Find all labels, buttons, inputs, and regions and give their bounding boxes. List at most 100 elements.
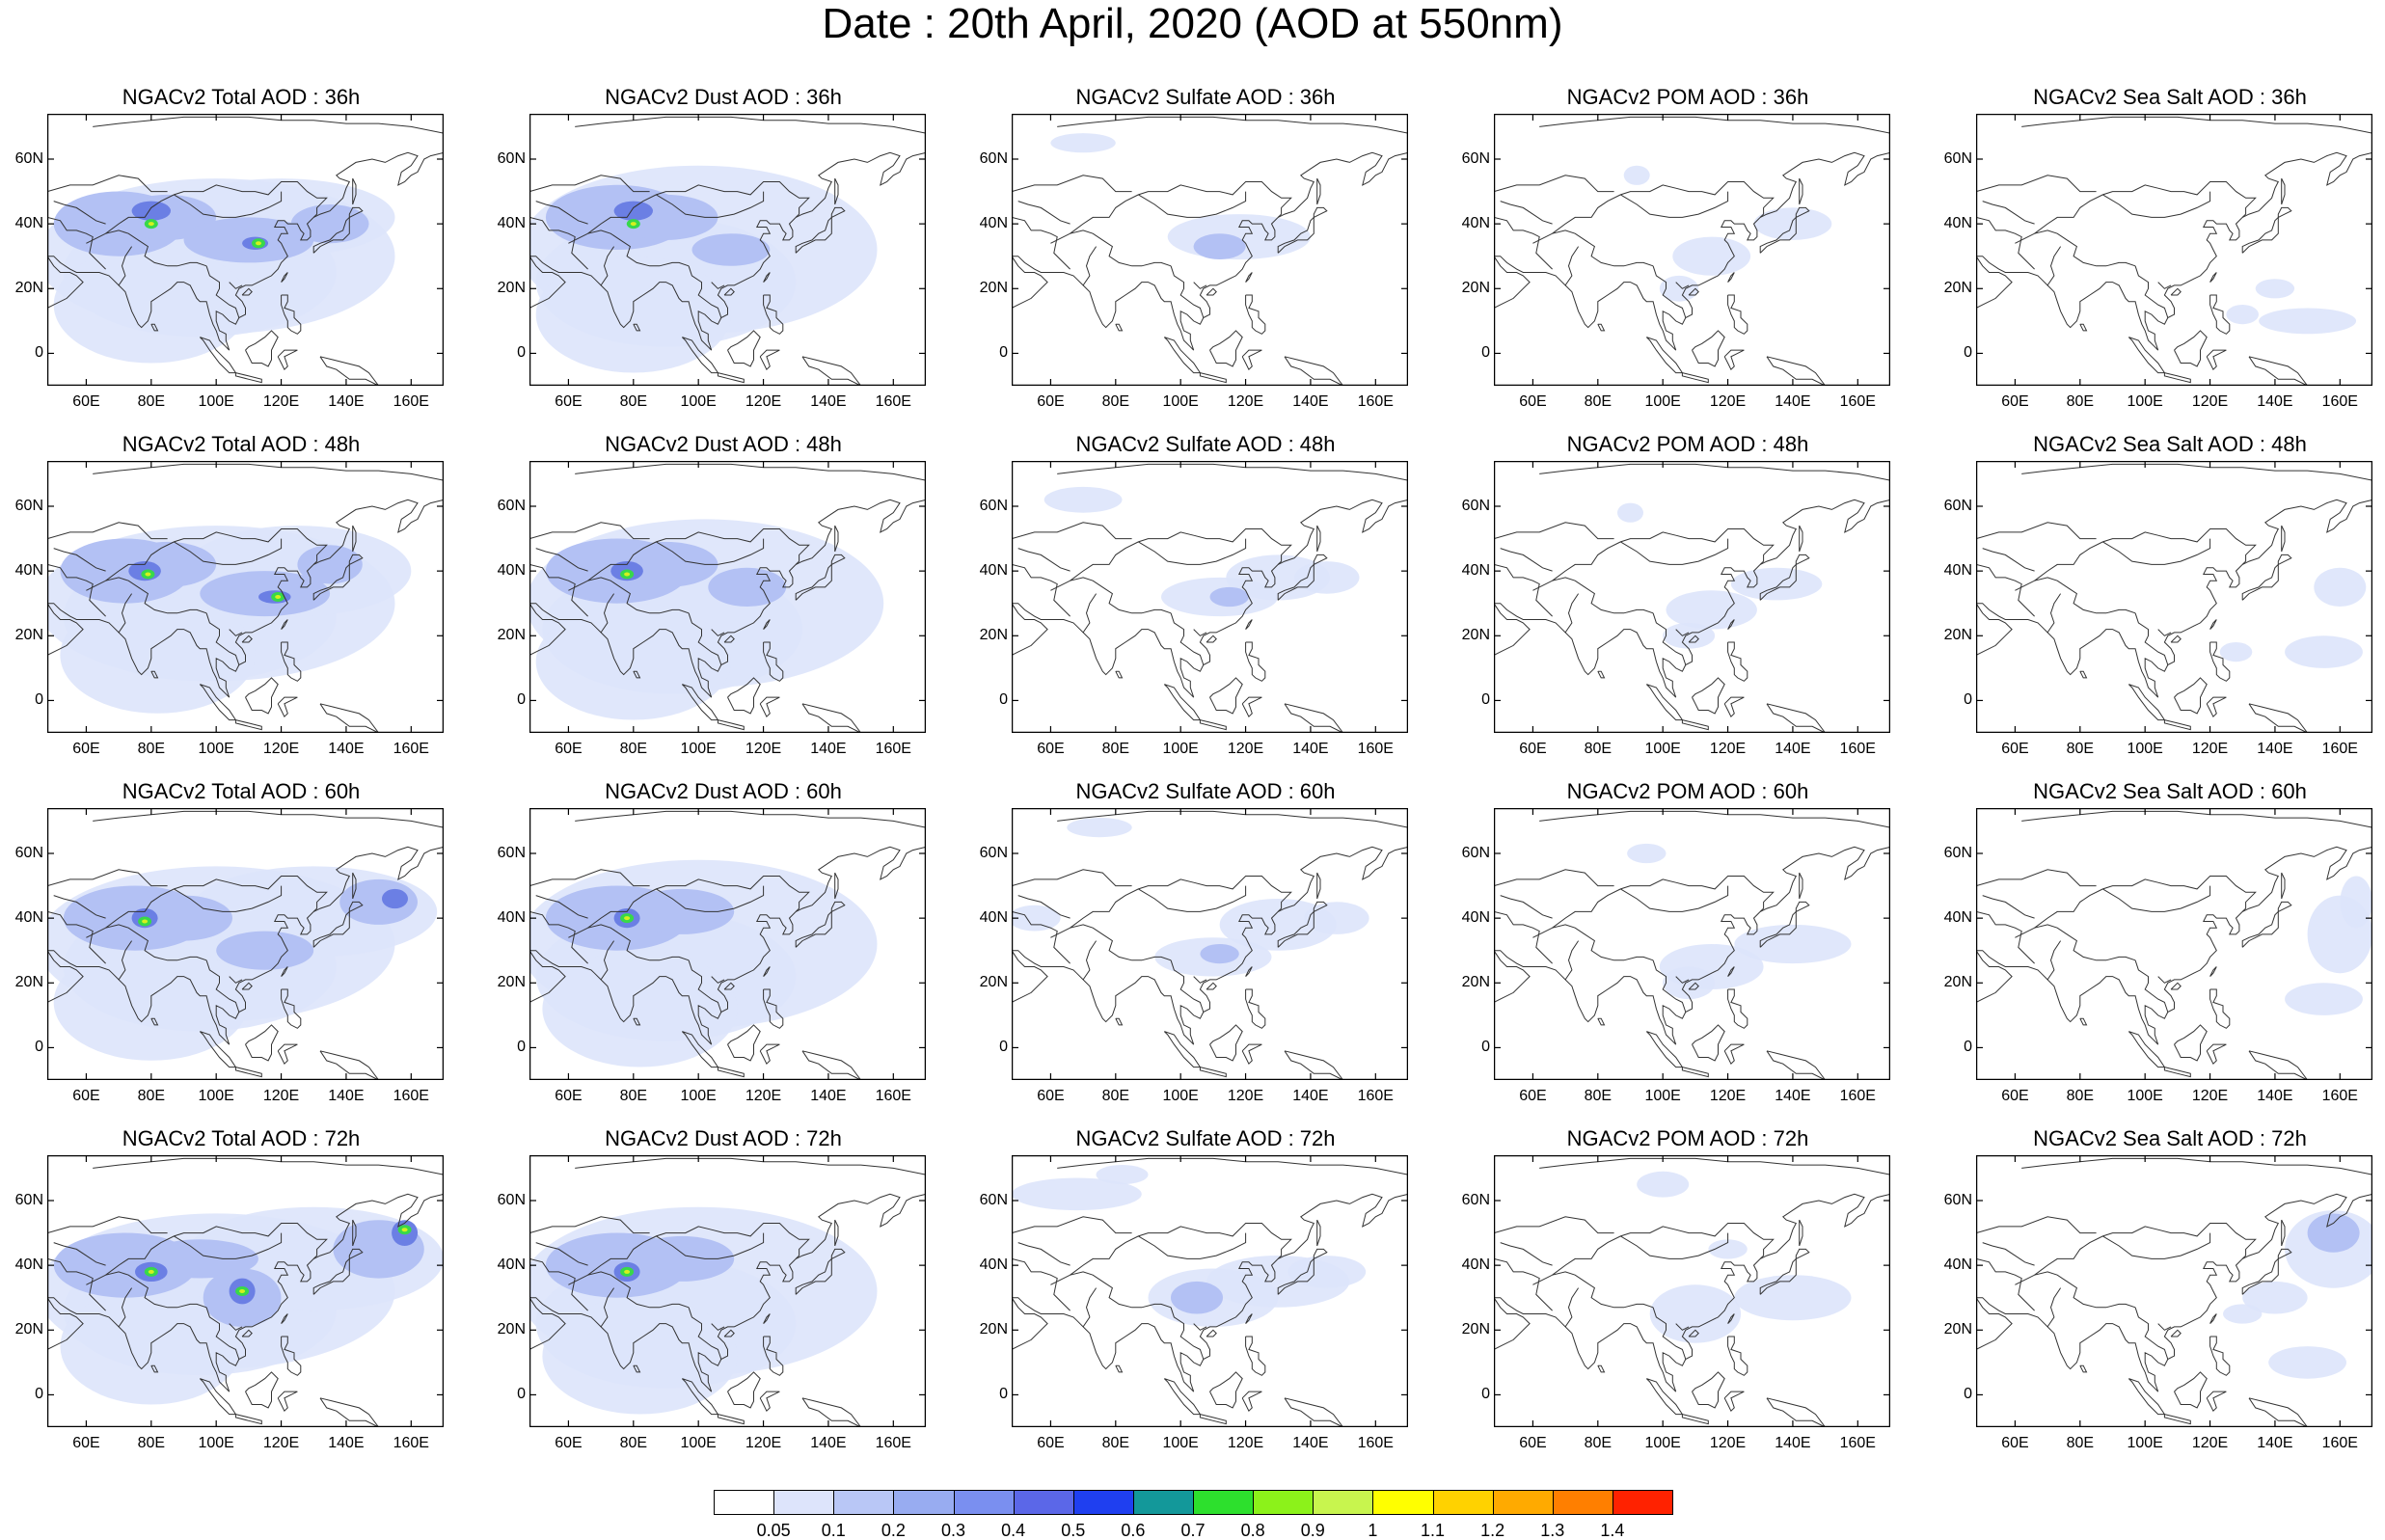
coastline [1012, 563, 1071, 617]
aod-map [1494, 461, 1890, 733]
coastline [1494, 1297, 1531, 1350]
coastline [801, 703, 861, 733]
lon-tick-label: 120E [1227, 1088, 1264, 1104]
colorbar-swatch [1193, 1490, 1255, 1515]
coastline [2170, 1329, 2182, 1337]
coastline [1976, 910, 2035, 964]
lon-tick-label: 160E [2321, 1088, 2358, 1104]
lon-tick-label: 160E [1839, 393, 1876, 410]
coastline [1681, 1067, 1709, 1078]
lon-tick-label: 120E [2191, 1435, 2229, 1451]
coastline [529, 1257, 588, 1311]
lat-tick-label: 0 [35, 691, 43, 709]
lat-tick-label: 0 [999, 1386, 1008, 1403]
coastline [2209, 966, 2217, 977]
coastline [727, 1371, 761, 1409]
coastline [53, 895, 106, 919]
coastline [1539, 463, 1890, 481]
coastline [47, 216, 106, 270]
lat-tick-label: 20N [14, 974, 43, 991]
lon-tick-label: 100E [2127, 1088, 2163, 1104]
coastline [1245, 988, 1266, 1029]
colorbar-swatch [1432, 1490, 1494, 1515]
coastline [535, 895, 588, 919]
lon-tick-label: 100E [198, 1088, 234, 1104]
lon-tick-label: 120E [1227, 393, 1264, 410]
lat-tick-label: 20N [1943, 280, 1972, 297]
coastline [277, 696, 298, 718]
colorbar-label: 0.5 [1061, 1521, 1086, 1540]
coastline [1170, 959, 1205, 1013]
coastline [1976, 499, 2372, 698]
coastline [2174, 1371, 2208, 1409]
lat-tick-label: 40N [14, 562, 43, 580]
coastline [1799, 525, 1803, 553]
map-frame [529, 1155, 926, 1427]
coastline [2046, 1287, 2062, 1328]
lon-tick-label: 60E [72, 1088, 100, 1104]
coastline [229, 976, 243, 984]
coastline [319, 703, 379, 733]
lon-tick-label: 100E [680, 393, 717, 410]
coastline [1692, 1024, 1725, 1062]
lat-tick-label: 40N [497, 909, 526, 927]
lat-tick-label: 40N [1943, 909, 1972, 927]
lon-tick-label: 140E [1292, 741, 1329, 757]
lat-tick-label: 20N [1461, 627, 1490, 644]
coastline [1500, 1242, 1553, 1266]
coastline [2079, 1364, 2088, 1373]
coastline [1138, 191, 1247, 218]
coastline [47, 1257, 106, 1311]
lat-tick-label: 60N [497, 498, 526, 514]
aod-map [529, 808, 926, 1080]
coastline [1012, 603, 1048, 656]
coastline [199, 1378, 237, 1416]
coastline [1494, 603, 1531, 656]
colorbar-swatch [1552, 1490, 1613, 1515]
aerosol-plume [535, 603, 731, 720]
coastline [2277, 554, 2292, 565]
lon-tick-label: 140E [2257, 1088, 2293, 1104]
lon-tick-label: 160E [1357, 1435, 1394, 1451]
coastline [2015, 1271, 2136, 1309]
aod-hotspot-core [148, 1269, 154, 1274]
lon-tick-label: 100E [2127, 1435, 2163, 1451]
coastline [1494, 1216, 1614, 1234]
map-frame [1012, 808, 1408, 1080]
coastline [529, 1297, 566, 1350]
lon-tick-label: 120E [1709, 1435, 1747, 1451]
coastline [1727, 272, 1735, 283]
coastline [1500, 548, 1553, 572]
lat-tick-label: 60N [497, 845, 526, 861]
lon-tick-label: 140E [1775, 1435, 1811, 1451]
lat-tick-label: 20N [979, 280, 1008, 297]
coastline [600, 940, 615, 981]
lat-tick-label: 0 [1964, 1386, 1972, 1403]
coastline [1012, 1257, 1071, 1311]
lon-tick-label: 60E [1037, 393, 1065, 410]
coastline [1313, 206, 1328, 218]
aod-hotspot-core [148, 222, 154, 227]
coastline [763, 1313, 771, 1324]
colorbar-label: 1.3 [1540, 1521, 1565, 1540]
aerosol-plume [535, 256, 731, 373]
lon-tick-label: 120E [262, 393, 300, 410]
coastline [1620, 191, 1729, 218]
coastline [1795, 901, 1810, 912]
coastline [1723, 1391, 1745, 1413]
coastline [1976, 1216, 2097, 1234]
map-panel-sulfate-48h: NGACv2 Sulfate AOD : 48h 60N 40N 20N 0 60E 80E… [964, 432, 1447, 779]
coastline [1209, 330, 1243, 367]
lon-tick-label: 120E [745, 393, 782, 410]
coastline [2281, 872, 2286, 900]
aerosol-plume [2226, 305, 2259, 325]
coastline [1727, 1313, 1735, 1324]
coastline [656, 1232, 765, 1259]
coastline [1245, 641, 1266, 682]
panel-title: NGACv2 Sulfate AOD : 48h [1075, 432, 1336, 456]
coastline [2079, 670, 2088, 679]
coastline [568, 924, 690, 961]
coastline [2174, 677, 2208, 715]
aerosol-plume [1096, 1165, 1149, 1185]
aerosol-plume [1663, 966, 1716, 1000]
